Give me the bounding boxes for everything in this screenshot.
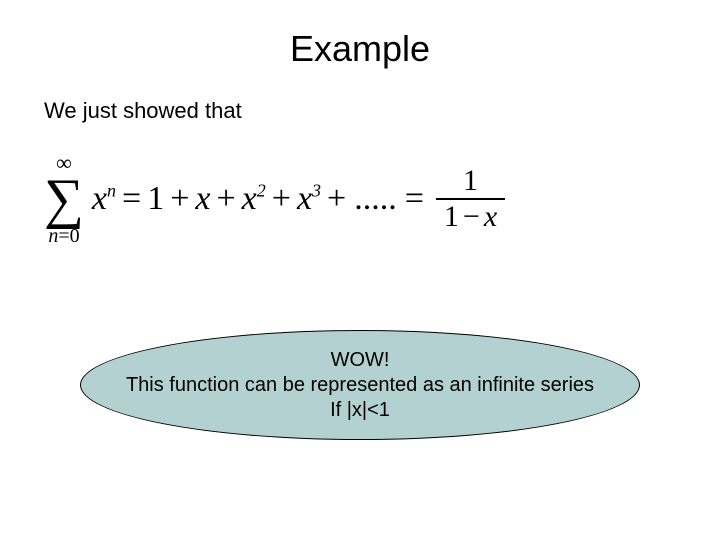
term-x: x — [195, 180, 210, 218]
term-x3: x3 — [297, 180, 321, 218]
var-x-3: x — [297, 180, 312, 217]
denom-minus: − — [459, 200, 484, 233]
plus-2: + — [210, 180, 241, 218]
summand-x-n: xn — [92, 180, 116, 218]
sum-index-val: 0 — [70, 225, 80, 247]
plus-4: + — [321, 180, 352, 218]
var-x-2: x — [242, 180, 257, 217]
sum-lower-limit: n=0 — [48, 226, 79, 246]
denom-one: 1 — [444, 200, 459, 233]
equals-1: = — [116, 180, 147, 218]
sigma-icon: ∑ — [44, 174, 84, 224]
exp-n: n — [107, 181, 116, 201]
callout-line-2: This function can be represented as an i… — [126, 373, 594, 398]
equation-block: ∞ ∑ n=0 xn = 1 + x + x2 + x3 + ..... = 1… — [0, 124, 720, 246]
sum-index-eq: = — [58, 225, 69, 247]
closed-form-fraction: 1 1−x — [436, 166, 505, 232]
callout-line-1: WOW! — [331, 348, 390, 373]
exp-3: 3 — [312, 181, 321, 201]
fraction-denominator: 1−x — [436, 200, 505, 232]
plus-1: + — [164, 180, 195, 218]
intro-text: We just showed that — [0, 70, 720, 124]
equals-2: = — [399, 180, 430, 218]
var-x: x — [92, 180, 107, 217]
slide-title: Example — [0, 0, 720, 70]
plus-3: + — [266, 180, 297, 218]
callout-ellipse: WOW! This function can be represented as… — [80, 330, 640, 440]
sum-index-var: n — [48, 225, 58, 247]
fraction-numerator: 1 — [453, 166, 488, 198]
summation-symbol: ∞ ∑ n=0 — [44, 152, 84, 246]
term-1: 1 — [147, 180, 164, 218]
exp-2: 2 — [257, 181, 266, 201]
ellipsis: ..... — [352, 180, 399, 218]
geometric-series-equation: ∞ ∑ n=0 xn = 1 + x + x2 + x3 + ..... = 1… — [44, 152, 720, 246]
term-x2: x2 — [242, 180, 266, 218]
denom-x: x — [484, 200, 497, 233]
callout-line-3: If |x|<1 — [330, 398, 390, 423]
